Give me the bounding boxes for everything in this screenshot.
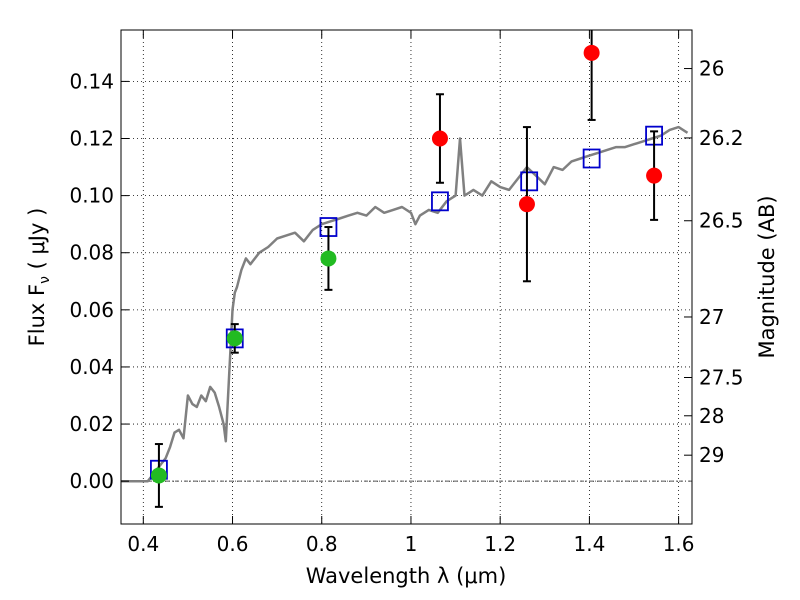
right-axis-label: Magnitude (AB) bbox=[755, 195, 779, 358]
y-axis-label: Flux Fν ( μJy ) bbox=[25, 208, 53, 347]
right-tick-label: 28 bbox=[699, 404, 724, 428]
right-tick-label: 27 bbox=[699, 305, 724, 329]
x-tick-label: 1 bbox=[405, 532, 418, 556]
right-tick-label: 26 bbox=[699, 57, 724, 81]
y-tick-label: 0.00 bbox=[69, 469, 114, 493]
x-tick-label: 0.4 bbox=[127, 532, 159, 556]
right-tick-label: 26.2 bbox=[699, 126, 744, 150]
data-series bbox=[121, 30, 689, 508]
model-photometry-marker bbox=[520, 171, 539, 192]
x-tick-label: 1.2 bbox=[484, 532, 516, 556]
observed-flux-point bbox=[583, 44, 600, 61]
observed-flux-point bbox=[518, 196, 535, 213]
observed-flux-point bbox=[431, 130, 448, 147]
y-tick-label: 0.08 bbox=[69, 241, 114, 265]
y-tick-label: 0.12 bbox=[69, 127, 114, 151]
x-axis-ticks: 0.4 0.6 0.8 1 1.2 1.4 1.6 bbox=[127, 30, 695, 556]
x-tick-label: 0.8 bbox=[306, 532, 338, 556]
y-axis-label-subscript: ν bbox=[37, 276, 53, 284]
y-tick-label: 0.02 bbox=[69, 412, 114, 436]
y-axis-label-units: ( μJy ) bbox=[25, 208, 49, 276]
observed-flux-point bbox=[226, 330, 243, 347]
y-tick-label: 0.06 bbox=[69, 298, 114, 322]
right-tick-label: 27.5 bbox=[699, 366, 744, 390]
right-axis-ticks: 26 26.2 26.5 27 27.5 28 29 bbox=[684, 57, 744, 467]
plot-frame bbox=[120, 29, 693, 525]
y-axis-label-main: Flux F bbox=[25, 284, 49, 346]
model-photometry-marker bbox=[582, 148, 601, 169]
model-photometry-marker bbox=[431, 191, 449, 212]
y-tick-label: 0.10 bbox=[69, 184, 114, 208]
observed-flux-point bbox=[646, 167, 663, 184]
right-tick-label: 29 bbox=[699, 443, 724, 467]
model-spectrum-line bbox=[121, 125, 689, 483]
observed-flux-point bbox=[150, 467, 167, 484]
observed-flux-point bbox=[320, 250, 337, 267]
x-axis-label: Wavelength λ (μm) bbox=[306, 564, 507, 588]
x-tick-label: 1.4 bbox=[573, 532, 605, 556]
y-tick-label: 0.04 bbox=[69, 355, 114, 379]
y-axis-ticks: 0.00 0.02 0.04 0.06 0.08 0.10 0.12 0.14 bbox=[69, 69, 129, 493]
right-tick-label: 26.5 bbox=[699, 209, 744, 233]
y-tick-label: 0.14 bbox=[69, 69, 114, 93]
x-tick-label: 1.6 bbox=[663, 532, 695, 556]
x-tick-label: 0.6 bbox=[217, 532, 249, 556]
grid-lines bbox=[121, 30, 692, 524]
